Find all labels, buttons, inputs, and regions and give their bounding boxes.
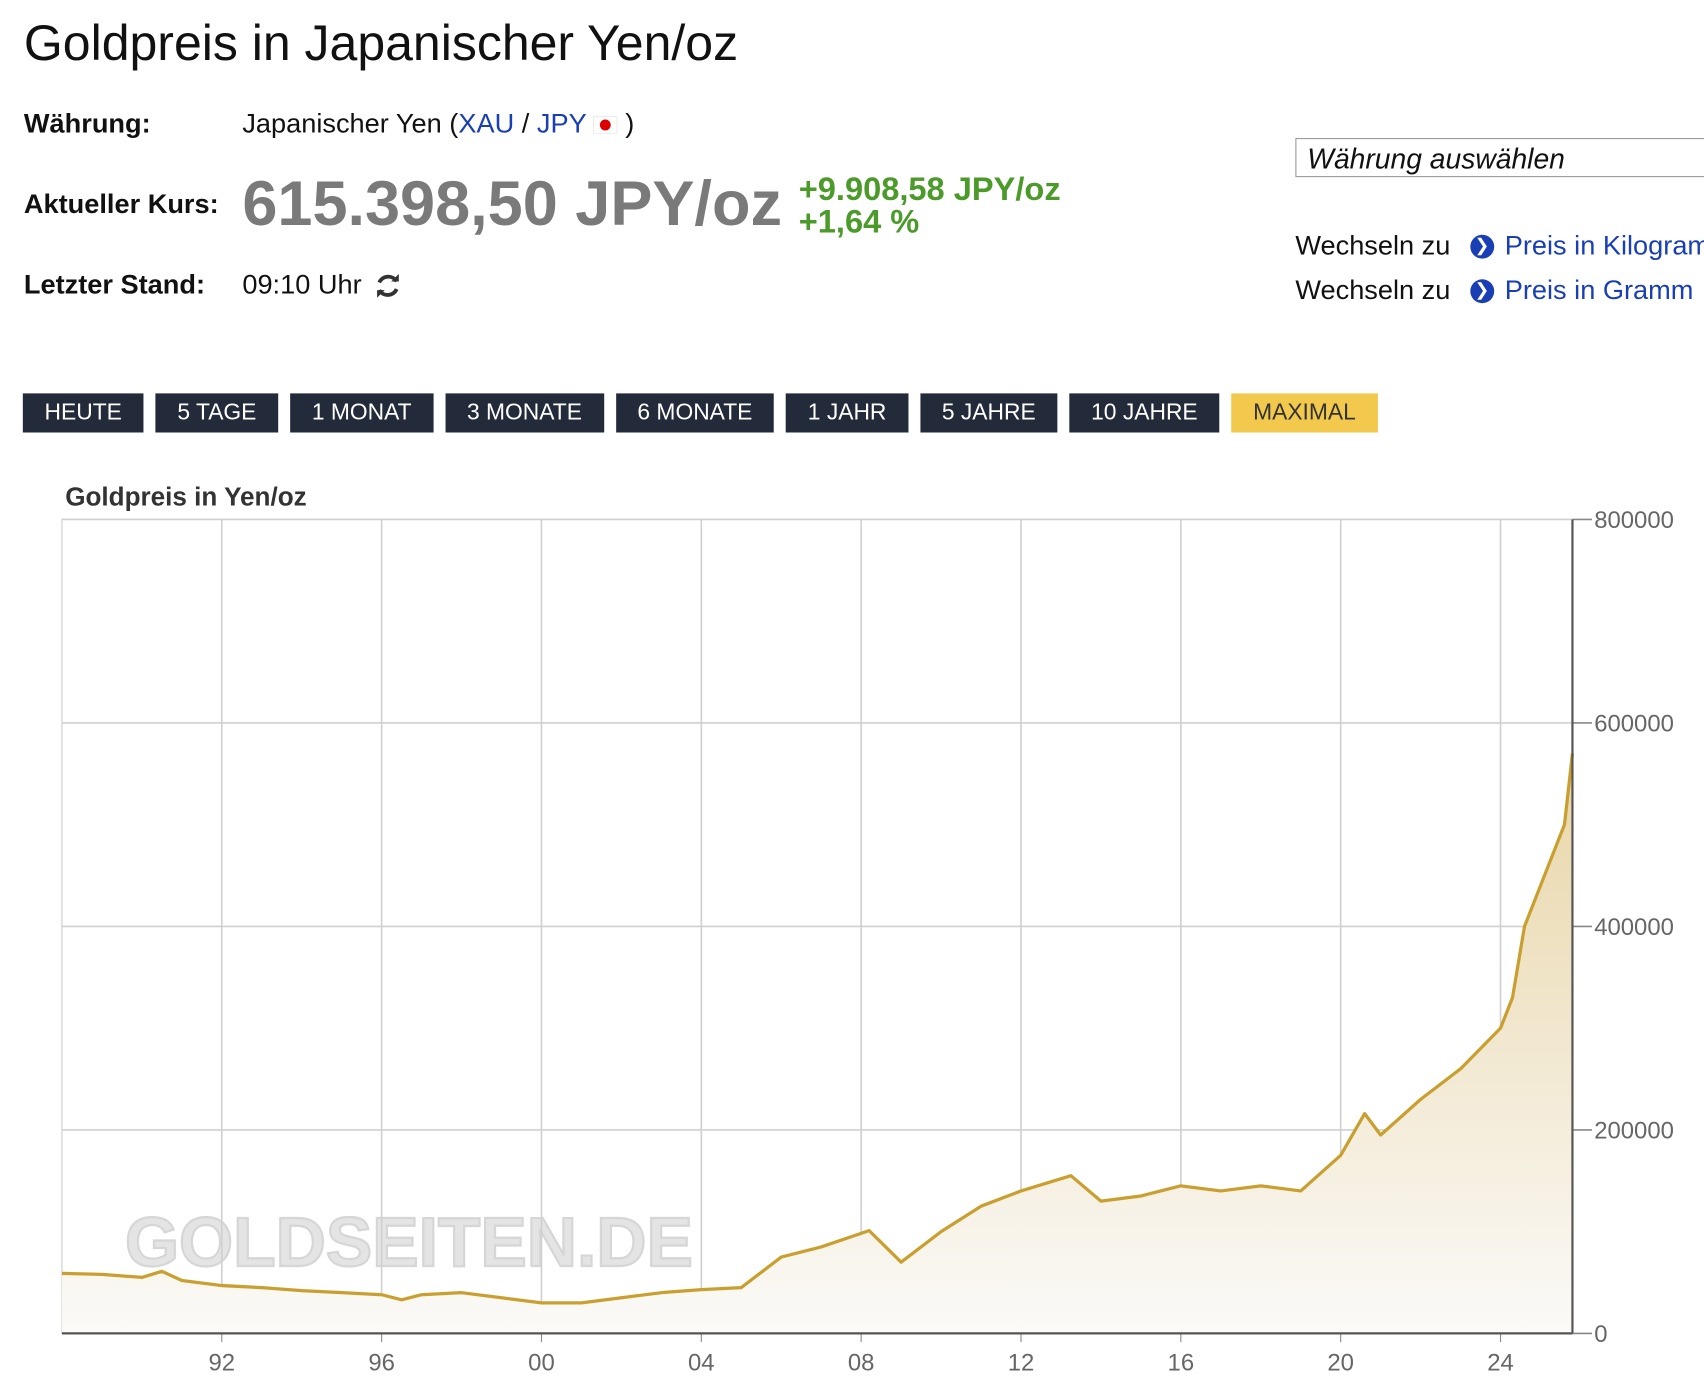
link[interactable]: Preis in Kilogramm xyxy=(1504,230,1704,261)
updated: 09:10 Uhr xyxy=(242,269,362,300)
change-pct: +1,64 % xyxy=(798,204,920,241)
range-button[interactable]: HEUTE xyxy=(22,393,144,433)
watermark: GOLDSEITEN.DE xyxy=(125,1203,693,1281)
range-button[interactable]: 5 TAGE xyxy=(155,393,279,433)
chart-title: Goldpreis in Yen/oz xyxy=(65,481,307,511)
switch-row: Wechseln zu ❯ Preis in Kilogramm xyxy=(1295,224,1704,269)
link[interactable]: JPY xyxy=(536,108,587,140)
y-tick-label: 600000 xyxy=(1594,711,1674,738)
arrow-icon: ❯ xyxy=(1469,279,1494,304)
text: Wechseln zu xyxy=(1295,230,1451,261)
label: Letzter Stand: xyxy=(23,269,206,300)
y-tick-label: 0 xyxy=(1594,1321,1607,1348)
currency-select[interactable]: Währung auswählen xyxy=(1295,138,1704,178)
text: Japanischer Yen ( xyxy=(242,108,459,140)
x-tick-label: 12 xyxy=(1008,1349,1035,1376)
price: 615.398,50 JPY/oz xyxy=(242,168,782,240)
range-button[interactable]: 1 JAHR xyxy=(786,393,909,433)
x-tick-label: 08 xyxy=(848,1349,875,1376)
x-tick-label: 00 xyxy=(528,1349,555,1376)
x-tick-label: 16 xyxy=(1168,1349,1195,1376)
x-tick-label: 96 xyxy=(368,1349,395,1376)
range-button[interactable]: 1 MONAT xyxy=(290,393,434,433)
range-button[interactable]: 10 JAHRE xyxy=(1069,393,1220,433)
range-button[interactable]: 3 MONATE xyxy=(445,393,604,433)
x-tick-label: 04 xyxy=(688,1349,715,1376)
text: ) xyxy=(625,108,635,140)
x-tick-label: 20 xyxy=(1327,1349,1354,1376)
text: / xyxy=(521,108,530,140)
switch-links: Wechseln zu❯Preis in KilogrammWechseln z… xyxy=(1295,224,1704,313)
arrow-icon: ❯ xyxy=(1469,235,1494,260)
change-abs: +9.908,58 JPY/oz xyxy=(798,171,1061,208)
switch-row: Wechseln zu ❯ Preis in Gramm xyxy=(1295,268,1704,313)
range-button[interactable]: 6 MONATE xyxy=(615,393,775,433)
currency: Japanischer Yen (XAU / JPY ) xyxy=(242,109,634,141)
x-tick-label: 92 xyxy=(208,1349,235,1376)
y-tick-label: 400000 xyxy=(1594,914,1674,941)
line xyxy=(61,753,1575,1305)
text: Wechseln zu xyxy=(1295,274,1451,306)
label: Aktueller Kurs: xyxy=(23,189,219,220)
range-button[interactable]: MAXIMAL xyxy=(1231,393,1378,433)
x-tick-label: 24 xyxy=(1487,1349,1514,1376)
y-tick-label: 800000 xyxy=(1594,507,1674,534)
flag xyxy=(593,116,619,135)
chart: Goldpreis in Yen/oz GOLDSEITEN.DE 0 200000… xyxy=(61,481,1674,1376)
range-button[interactable]: 5 JAHRE xyxy=(920,393,1058,433)
page-title: Goldpreis in Japanischer Yen/oz xyxy=(23,14,739,71)
range-buttons: HEUTE 5 TAGE 1 MONAT 3 MONATE 6 MONATE 1 JAHR… xyxy=(22,393,1390,433)
label: Währung: xyxy=(23,108,151,140)
y-tick-label: 200000 xyxy=(1594,1118,1674,1145)
refresh-icon[interactable] xyxy=(374,272,402,300)
link[interactable]: XAU xyxy=(458,108,515,140)
link[interactable]: Preis in Gramm xyxy=(1504,274,1694,306)
